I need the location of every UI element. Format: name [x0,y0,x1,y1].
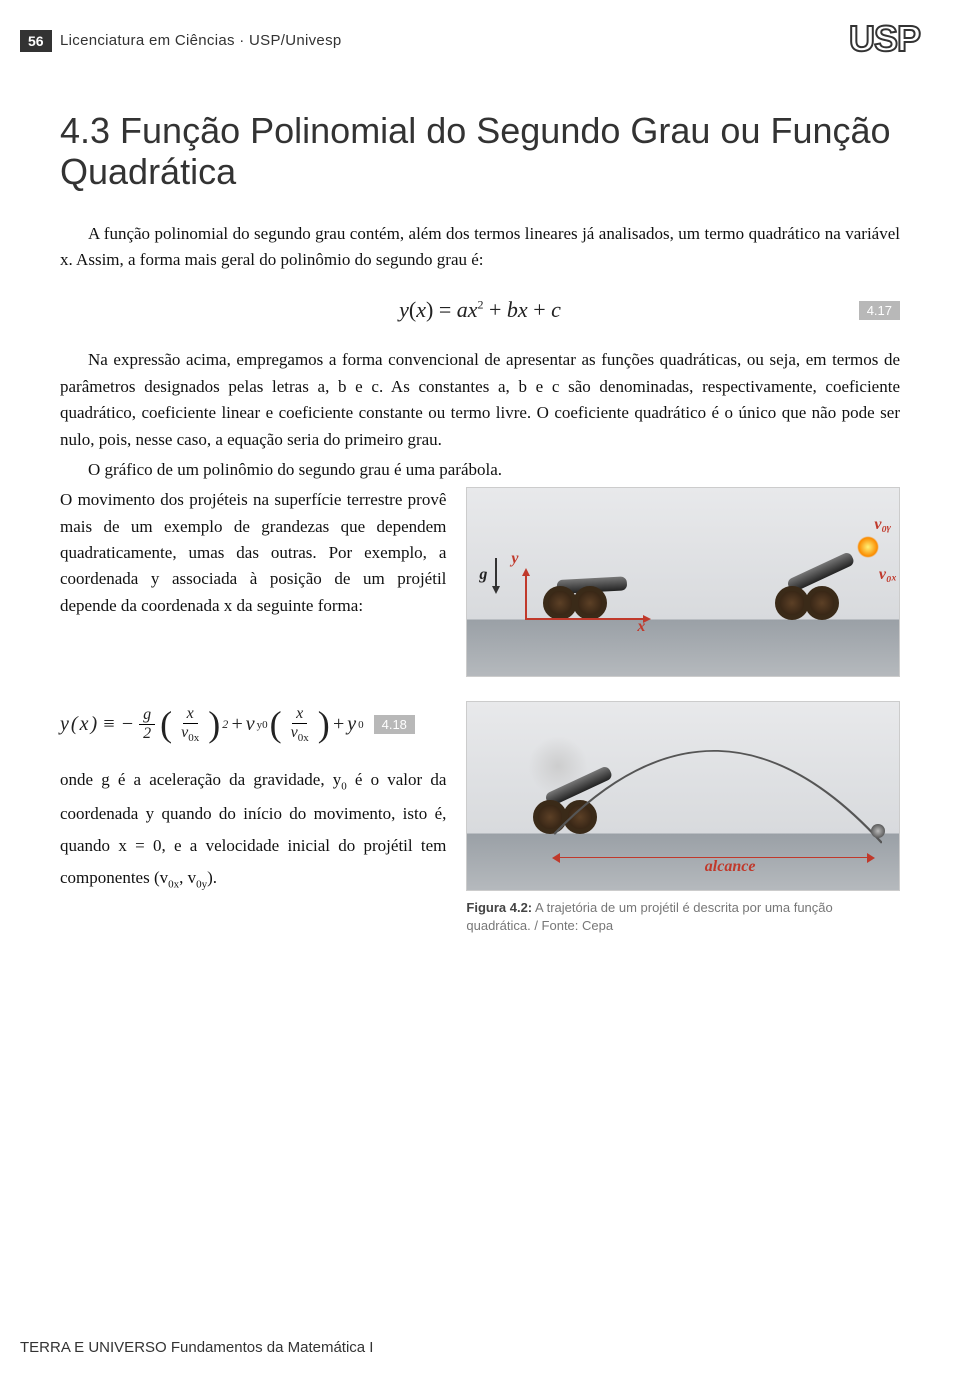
cannon-left-icon [537,570,627,620]
equation-4-18-row: y(x) ≡ − g2 ( xv0x )2 + vy0 ( xv0x ) + y… [60,705,446,744]
x-label: x [637,618,645,636]
running-header: Licenciatura em Ciências · USP/Univesp [60,32,342,49]
body-paragraph-5: onde g é a aceleração da gravidade, y0 é… [60,764,446,895]
y-axis-icon [525,574,527,620]
v0x-label: v₀ₓ [879,566,897,584]
alcance-label: alcance [705,858,756,876]
muzzle-flash-icon [857,536,879,558]
body-paragraph-4: O movimento dos projéteis na superfície … [60,487,446,619]
x-axis-icon [525,618,645,620]
v0y-label: v₀ᵧ [874,516,891,534]
equation-4-17: y(x) = ax2 + bx + c [399,297,561,323]
gravity-arrow-icon [495,558,497,588]
section-title: 4.3 Função Polinomial do Segundo Grau ou… [60,110,900,193]
trajectory-arc-icon [554,729,882,861]
page-number: 56 [20,30,52,52]
figure-caption: Figura 4.2: A trajetória de um projétil … [466,899,900,935]
equation-4-17-row: y(x) = ax2 + bx + c 4.17 [60,297,900,323]
equation-4-18: y(x) ≡ − g2 ( xv0x )2 + vy0 ( xv0x ) + y… [60,705,364,744]
cannon-right-icon [769,570,859,620]
usp-logo: USP [849,18,920,60]
figure-cannon-setup: g y x v₀ᵧ v₀ₓ [466,487,900,677]
equation-number-4-17: 4.17 [859,301,900,320]
projectile-ball-icon [871,824,885,838]
body-paragraph-1: A função polinomial do segundo grau cont… [60,221,900,274]
equation-number-4-18: 4.18 [374,715,415,734]
figure-trajectory: alcance [466,701,900,891]
y-label: y [511,550,518,568]
g-label: g [479,566,487,584]
body-paragraph-2: Na expressão acima, empregamos a forma c… [60,347,900,483]
footer: TERRA E UNIVERSO Fundamentos da Matemáti… [20,1339,373,1356]
